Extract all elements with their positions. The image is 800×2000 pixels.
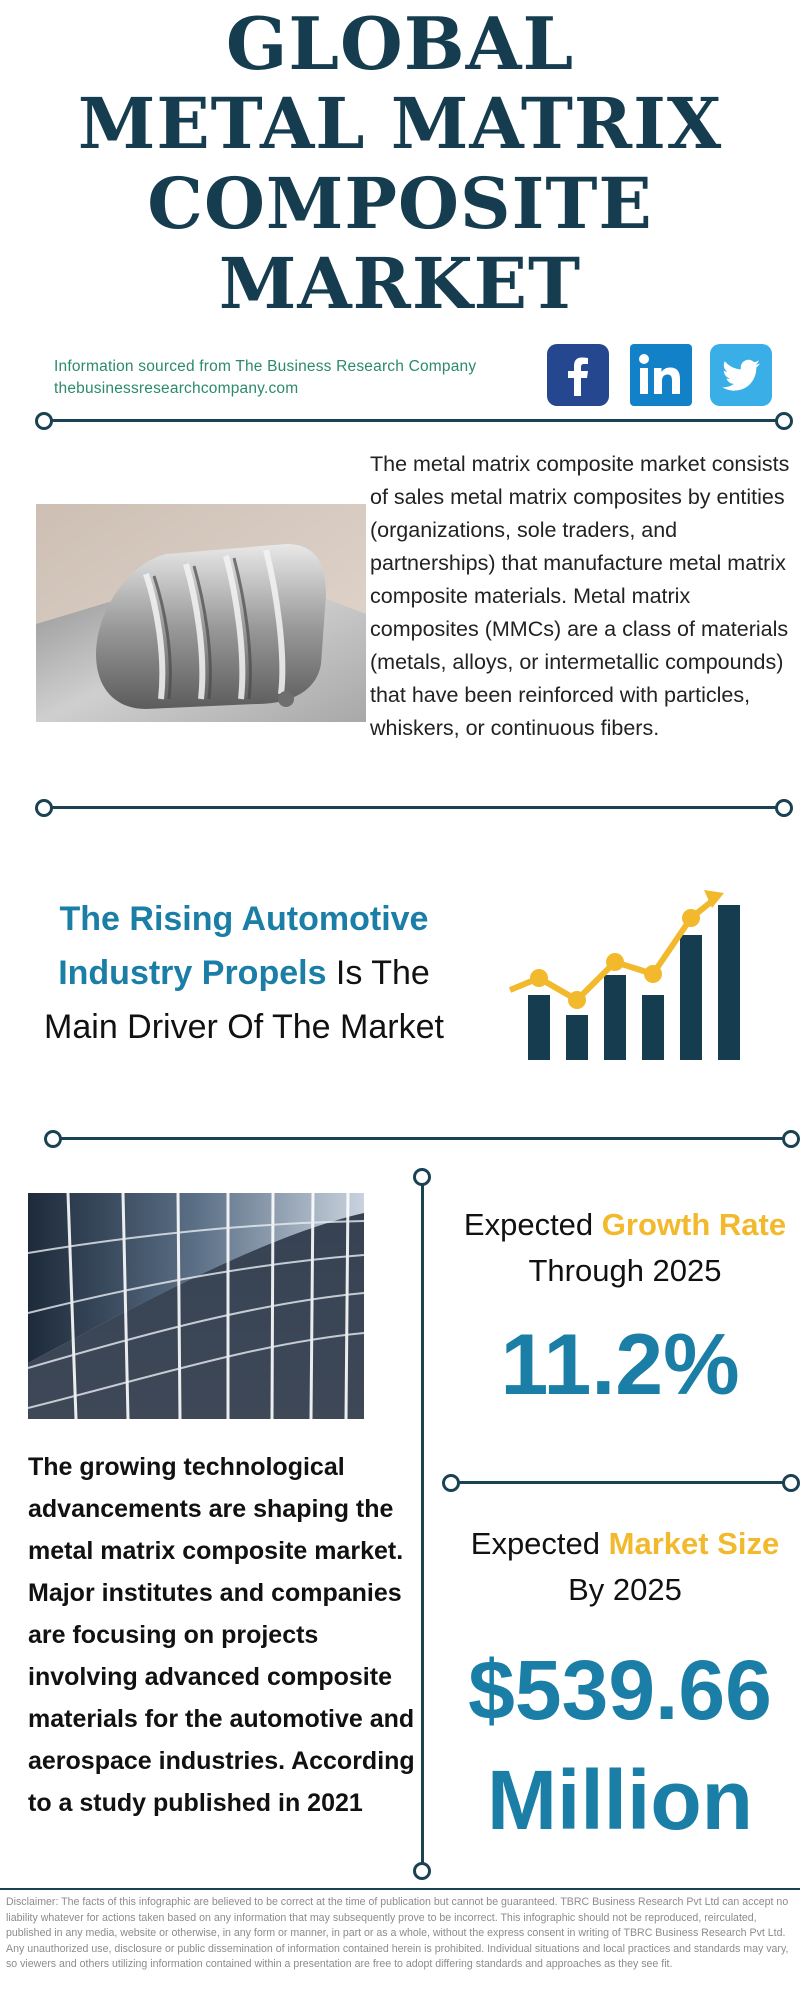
infographic-title: GLOBAL METAL MATRIX COMPOSITE MARKET [0, 4, 800, 324]
title-line-1: GLOBAL [225, 1, 575, 86]
divider-dot [35, 412, 53, 430]
market-size-unit: Million [487, 1753, 753, 1847]
growth-bar-chart-icon [508, 890, 748, 1060]
divider-line [53, 1137, 793, 1140]
market-driver-statement: The Rising Automotive Industry Propels I… [14, 892, 474, 1054]
title-line-3: COMPOSITE [147, 162, 653, 245]
growth-rate-value: 11.2% [500, 1317, 740, 1413]
divider-dot [782, 1474, 800, 1492]
driver-text-3: Main Driver Of The Market [44, 1008, 444, 1046]
title-line-4: MARKET [218, 242, 582, 325]
divider-line [458, 1481, 788, 1484]
divider-dot [35, 799, 53, 817]
source-url-link[interactable]: thebusinessresearchcompany.com [54, 380, 299, 397]
source-text: Information sourced from The Business Re… [54, 358, 477, 375]
growth-period: Through 2025 [528, 1253, 722, 1288]
disclaimer-divider [0, 1888, 800, 1890]
vertical-divider [421, 1184, 424, 1866]
market-size-highlight: Market Size [608, 1526, 780, 1561]
metal-composite-part-photo [36, 504, 366, 722]
driver-highlight-2: Industry Propels [58, 954, 327, 992]
growth-highlight: Growth Rate [601, 1207, 787, 1242]
divider-line [44, 806, 784, 809]
twitter-icon[interactable] [710, 344, 772, 406]
trend-description: The growing technological advancements a… [28, 1453, 415, 1817]
intro-description: The metal matrix composite market consis… [370, 452, 790, 740]
divider-dot [782, 1130, 800, 1148]
glass-building-photo [28, 1193, 364, 1419]
vertical-divider-dot [413, 1168, 431, 1186]
market-size-period: By 2025 [568, 1572, 682, 1607]
source-block: Information sourced from The Business Re… [54, 356, 476, 400]
title-line-2: METAL MATRIX [77, 82, 723, 165]
divider-line [44, 419, 784, 422]
driver-highlight-1: The Rising Automotive [59, 900, 429, 938]
growth-rate-label: Expected Growth Rate Through 2025 [440, 1202, 800, 1294]
facebook-icon[interactable] [547, 344, 609, 406]
disclaimer-text: Disclaimer: The facts of this infographi… [6, 1896, 789, 1971]
linkedin-icon[interactable] [630, 344, 692, 406]
divider-dot [442, 1474, 460, 1492]
vertical-divider-dot [413, 1862, 431, 1880]
divider-dot [775, 412, 793, 430]
divider-dot [44, 1130, 62, 1148]
market-size-prefix: Expected [470, 1526, 609, 1561]
divider-dot [775, 799, 793, 817]
market-size-amount: $539.66 [468, 1643, 772, 1737]
market-size-value: $539.66 Million [430, 1635, 800, 1855]
driver-text-2: Is The [326, 954, 430, 992]
growth-prefix: Expected [463, 1207, 602, 1242]
market-size-label: Expected Market Size By 2025 [440, 1521, 800, 1613]
